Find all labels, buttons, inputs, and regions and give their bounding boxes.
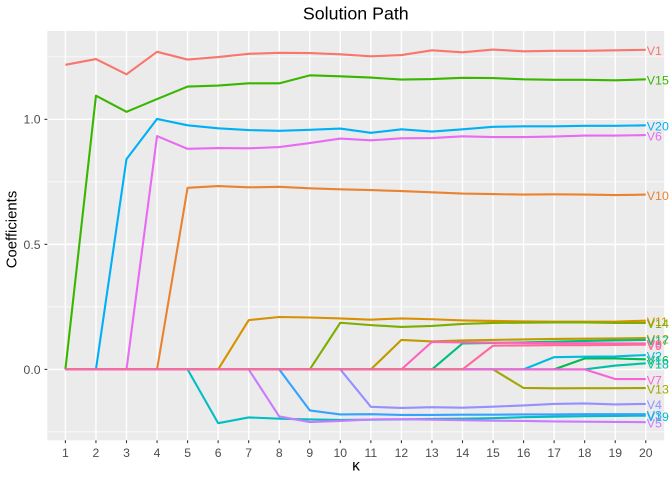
svg-text:1: 1 bbox=[62, 446, 69, 460]
svg-text:20: 20 bbox=[639, 446, 653, 460]
svg-text:5: 5 bbox=[184, 446, 191, 460]
svg-text:V6: V6 bbox=[647, 129, 662, 143]
svg-text:V1: V1 bbox=[647, 44, 662, 58]
svg-text:19: 19 bbox=[608, 446, 622, 460]
svg-text:2: 2 bbox=[93, 446, 100, 460]
svg-text:V14: V14 bbox=[647, 317, 669, 331]
svg-text:V5: V5 bbox=[647, 416, 662, 430]
svg-text:14: 14 bbox=[456, 446, 470, 460]
svg-text:V11: V11 bbox=[647, 315, 668, 329]
svg-text:V15: V15 bbox=[647, 74, 669, 88]
svg-text:V2: V2 bbox=[647, 349, 662, 363]
svg-text:15: 15 bbox=[486, 446, 500, 460]
svg-text:12: 12 bbox=[395, 446, 409, 460]
svg-text:0.5: 0.5 bbox=[24, 238, 41, 252]
svg-text:V10: V10 bbox=[647, 189, 669, 203]
svg-text:V16: V16 bbox=[647, 354, 669, 368]
svg-text:V17: V17 bbox=[647, 334, 669, 348]
svg-text:6: 6 bbox=[215, 446, 222, 460]
svg-text:V8: V8 bbox=[647, 338, 662, 352]
svg-text:V3: V3 bbox=[647, 408, 662, 422]
svg-text:4: 4 bbox=[154, 446, 161, 460]
svg-text:10: 10 bbox=[334, 446, 348, 460]
svg-text:11: 11 bbox=[365, 446, 378, 460]
svg-text:1.0: 1.0 bbox=[24, 113, 41, 127]
svg-text:V4: V4 bbox=[647, 398, 662, 412]
svg-text:V9: V9 bbox=[647, 339, 662, 353]
svg-text:17: 17 bbox=[547, 446, 561, 460]
svg-text:Coefficients: Coefficients bbox=[5, 191, 21, 269]
svg-text:V20: V20 bbox=[647, 120, 669, 134]
svg-text:V13: V13 bbox=[647, 382, 669, 396]
svg-text:16: 16 bbox=[517, 446, 531, 460]
svg-text:Solution Path: Solution Path bbox=[303, 4, 409, 24]
svg-text:13: 13 bbox=[425, 446, 439, 460]
svg-text:0.0: 0.0 bbox=[24, 363, 41, 377]
svg-text:V19: V19 bbox=[647, 410, 669, 424]
svg-text:7: 7 bbox=[245, 446, 252, 460]
svg-text:8: 8 bbox=[276, 446, 283, 460]
svg-text:V7: V7 bbox=[647, 373, 662, 387]
svg-text:18: 18 bbox=[578, 446, 592, 460]
svg-text:κ: κ bbox=[352, 457, 360, 474]
svg-text:3: 3 bbox=[123, 446, 130, 460]
svg-text:9: 9 bbox=[306, 446, 313, 460]
svg-text:V12: V12 bbox=[647, 332, 669, 346]
svg-text:V18: V18 bbox=[647, 358, 669, 372]
